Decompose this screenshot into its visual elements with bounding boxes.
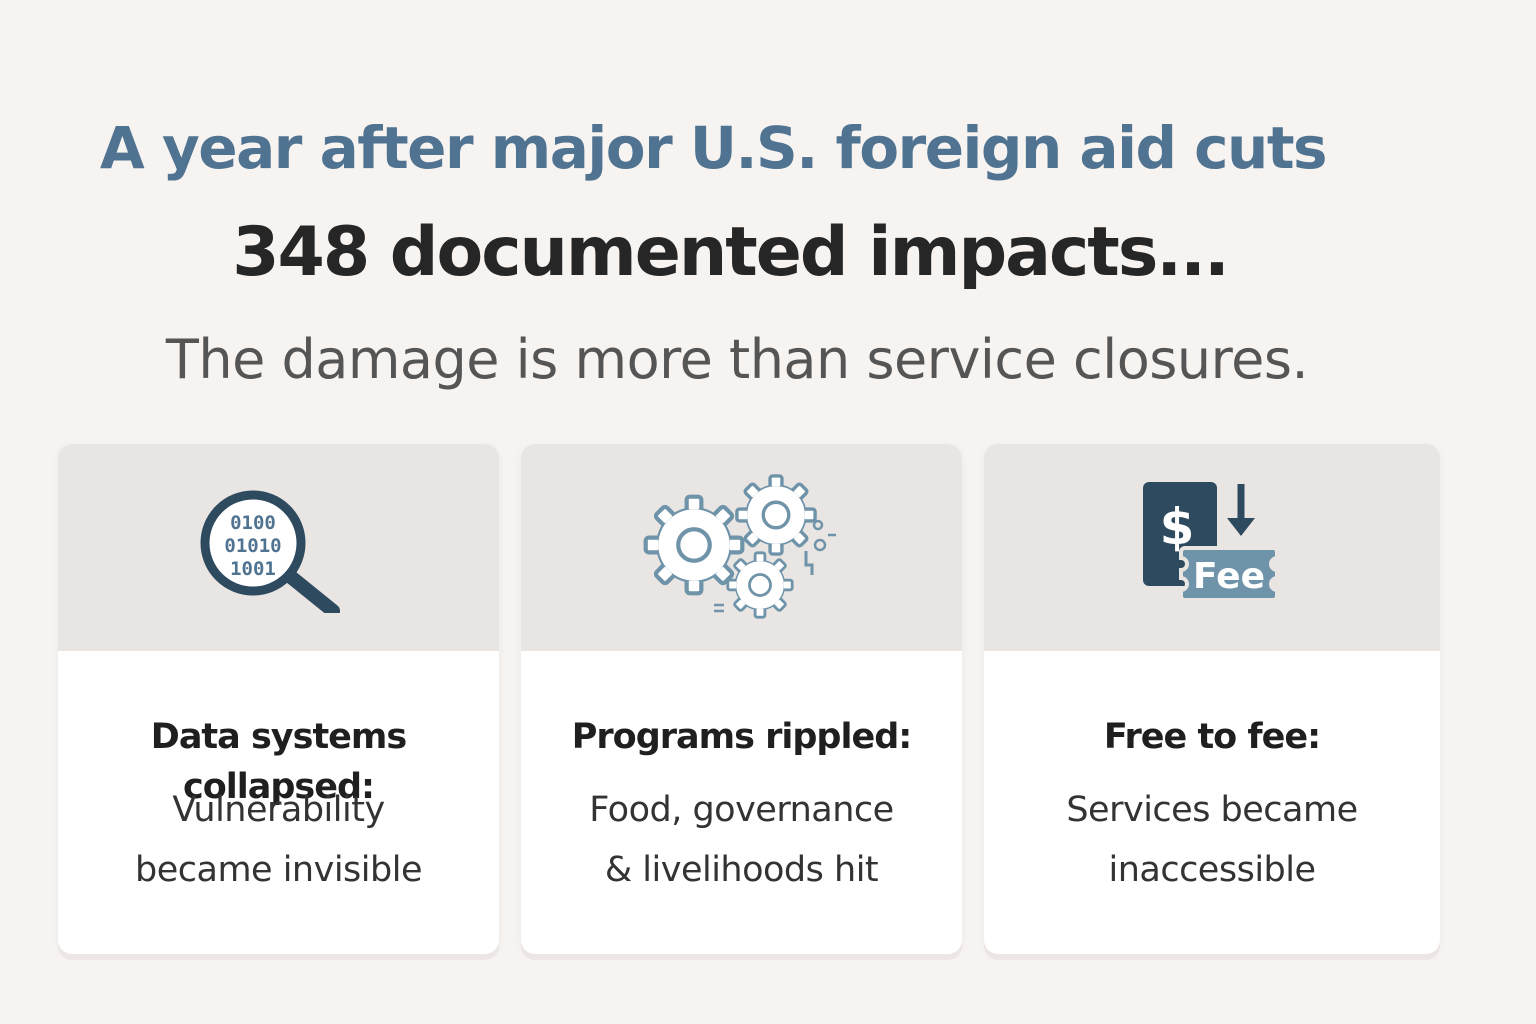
card-title: Programs rippled: bbox=[571, 717, 913, 757]
card-desc-line-2: inaccessible bbox=[1108, 850, 1316, 890]
card-desc-line-1: Food, governance bbox=[589, 790, 894, 830]
card-icon-band: $ Fee bbox=[984, 444, 1440, 651]
binary-line-2: 01010 bbox=[224, 535, 281, 557]
binary-line-3: 1001 bbox=[230, 558, 276, 580]
card-desc-line-2: & livelihoods hit bbox=[604, 850, 879, 890]
gears-icon bbox=[642, 473, 836, 619]
binary-magnifier-icon: 0100 01010 1001 bbox=[200, 490, 340, 613]
card-desc-line-2: became invisible bbox=[135, 850, 422, 890]
fee-label: Fee bbox=[1193, 556, 1265, 597]
card-title: Free to fee: bbox=[1103, 717, 1321, 757]
card-icon-band bbox=[521, 444, 962, 651]
binary-line-1: 0100 bbox=[230, 512, 276, 534]
card-description: Vulnerability became invisible bbox=[78, 780, 479, 900]
card-icon-band: 0100 01010 1001 bbox=[58, 444, 499, 651]
card-data-systems: 0100 01010 1001 Data systems collapsed: … bbox=[58, 444, 499, 954]
card-desc-line-1: Services became bbox=[1066, 790, 1358, 830]
card-description: Food, governance & livelihoods hit bbox=[541, 780, 942, 900]
card-free-to-fee: $ Fee Free to fee: Services became inacc… bbox=[984, 444, 1440, 954]
dollar-to-fee-icon: $ Fee bbox=[1143, 481, 1279, 602]
card-title: Data systems collapsed: bbox=[150, 717, 407, 807]
card-desc-line-1: Vulnerability bbox=[172, 790, 385, 830]
subline: The damage is more than service closures… bbox=[165, 328, 1309, 391]
kicker-title: A year after major U.S. foreign aid cuts bbox=[99, 114, 1328, 182]
card-description: Services became inaccessible bbox=[1004, 780, 1420, 900]
headline: 348 documented impacts... bbox=[232, 213, 1230, 292]
card-programs: Programs rippled: Food, governance & liv… bbox=[521, 444, 962, 954]
